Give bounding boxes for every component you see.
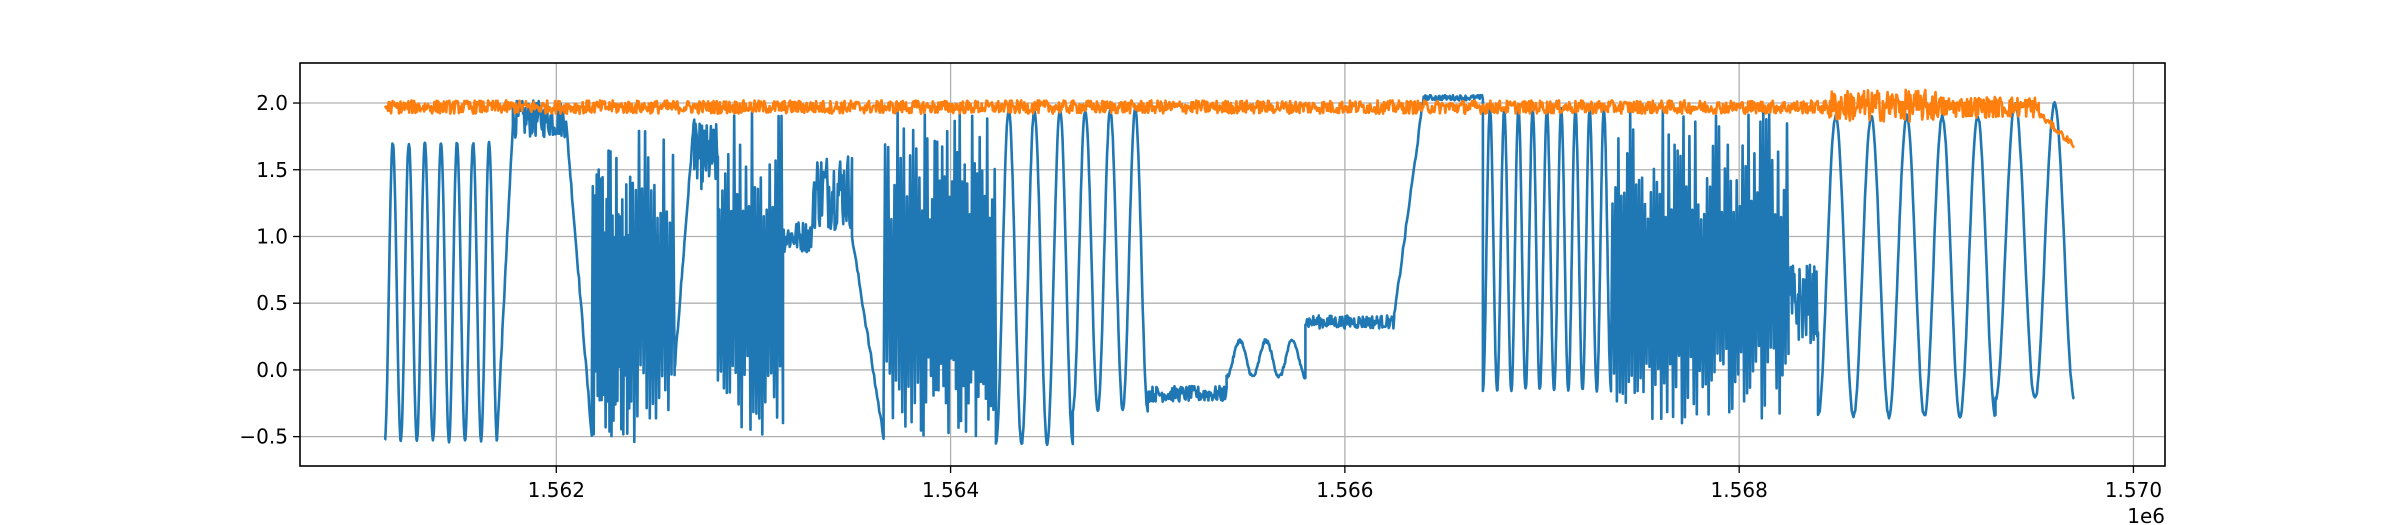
- grid: [300, 63, 2165, 466]
- axes-frame: [299, 62, 2166, 467]
- ticks: 1.562 1.564 1.566 1.568 1.570 −0.5 0.0 0.5 1.0 1.…: [239, 91, 2162, 502]
- series-1-line: [383, 93, 2076, 447]
- plot-area: [383, 88, 2076, 447]
- y-tick-label: −0.5: [239, 425, 288, 449]
- y-tick-label: 2.0: [256, 91, 288, 115]
- x-tick-label: 1.566: [1316, 478, 1373, 502]
- y-tick-label: 0.0: [256, 358, 288, 382]
- x-tick-label: 1.570: [2105, 478, 2162, 502]
- x-tick-label: 1.562: [528, 478, 585, 502]
- x-tick-label: 1.564: [922, 478, 979, 502]
- y-tick-label: 0.5: [256, 291, 288, 315]
- series-2-line: [383, 88, 2076, 149]
- x-tick-label: 1.568: [1711, 478, 1768, 502]
- y-tick-label: 1.5: [256, 158, 288, 182]
- x-offset-label: 1e6: [2127, 504, 2165, 525]
- y-tick-label: 1.0: [256, 224, 288, 248]
